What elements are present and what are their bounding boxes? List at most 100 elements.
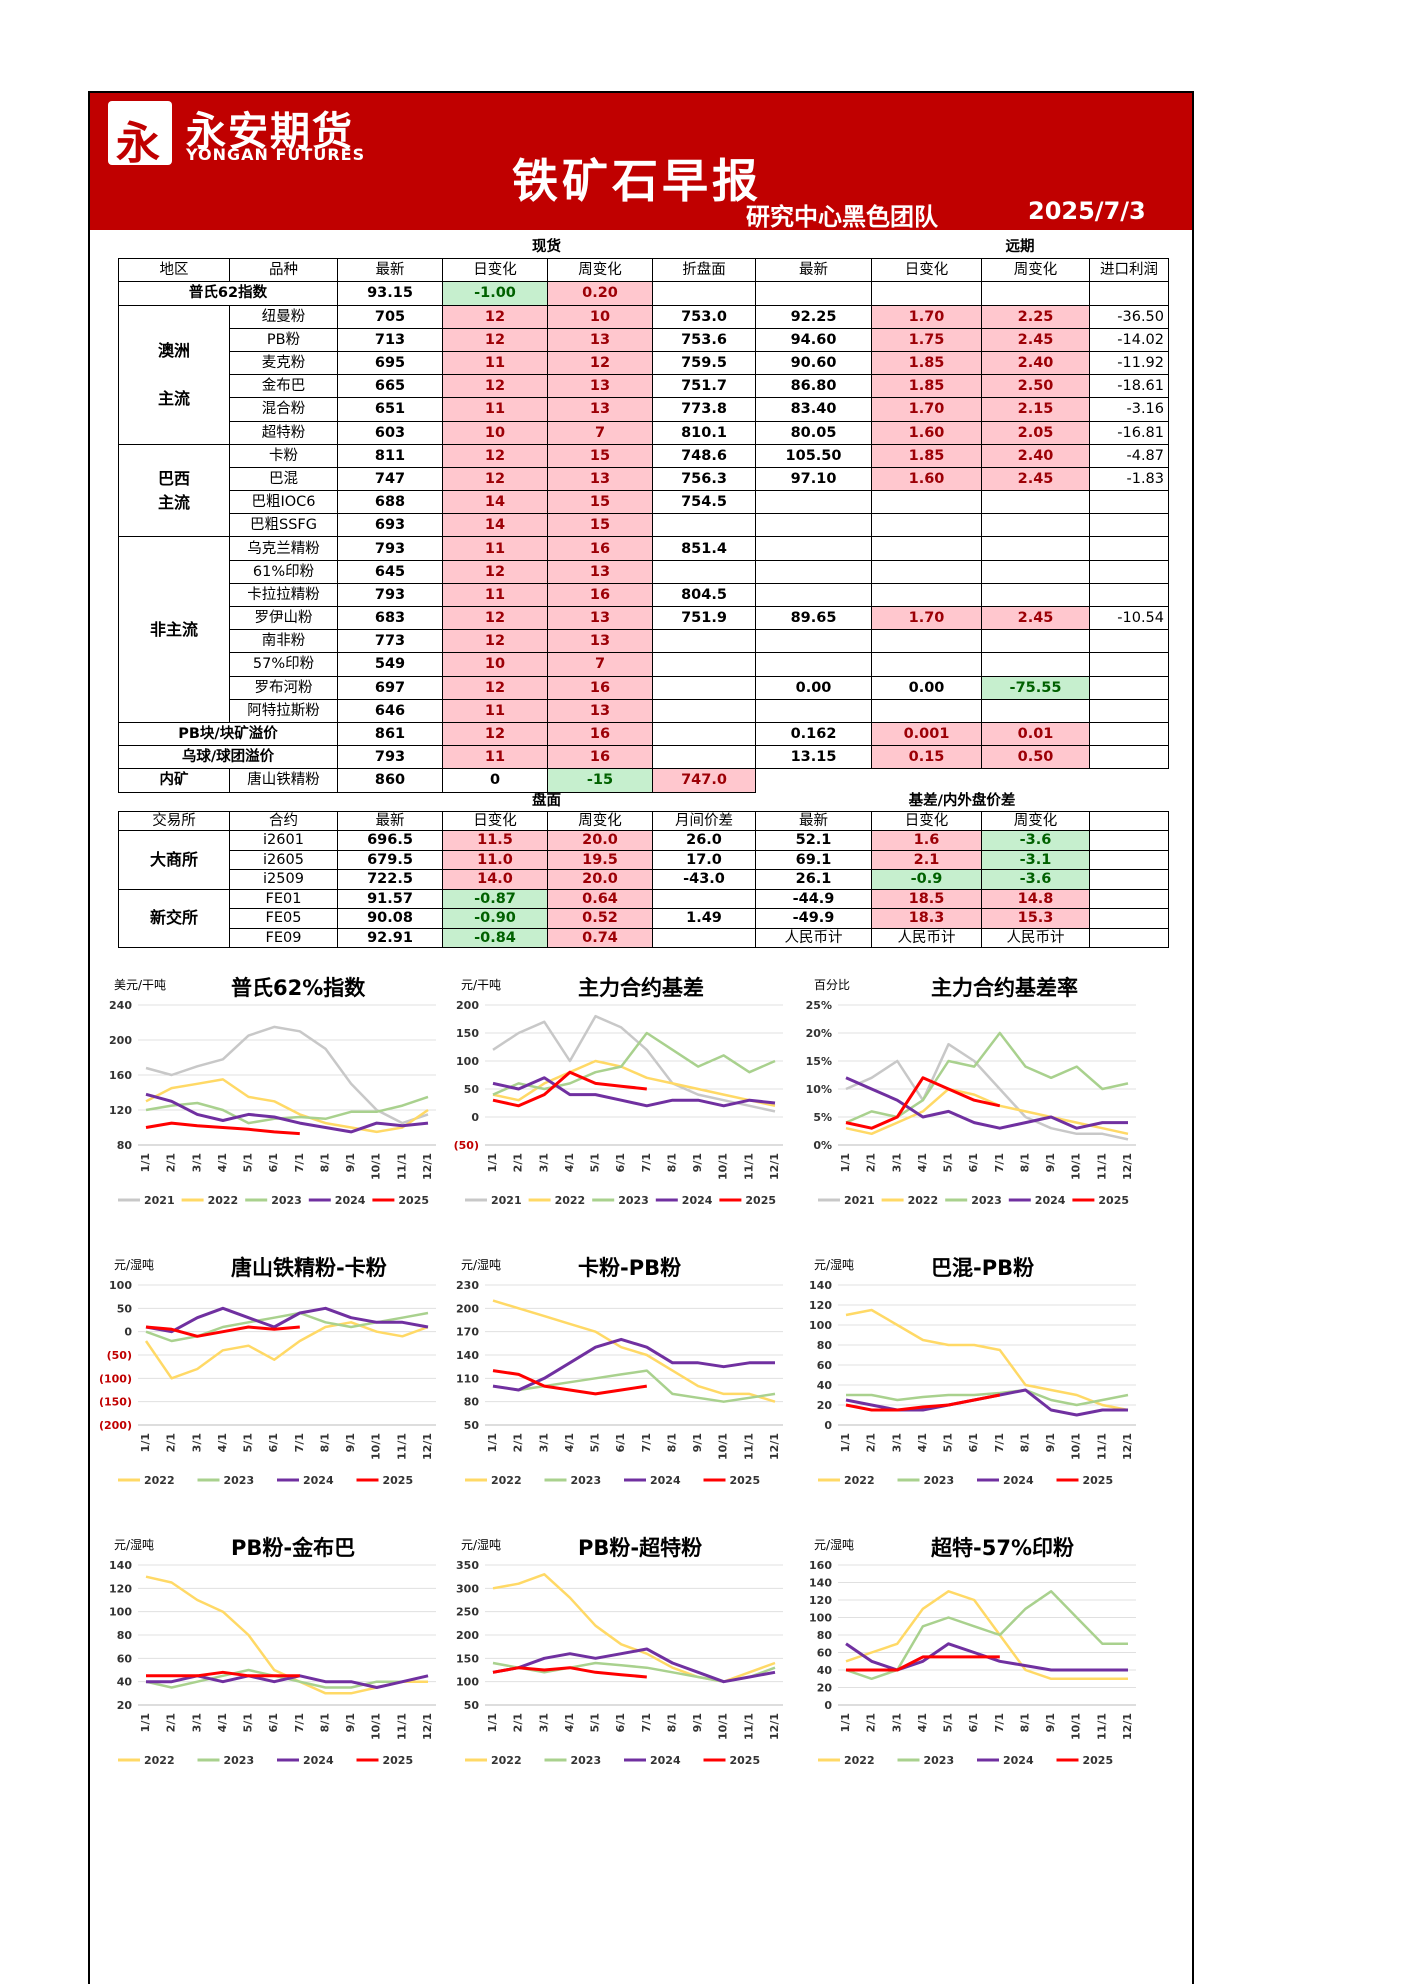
- x-tick-label: 5/1: [242, 1713, 255, 1732]
- table-cell: [871, 513, 982, 538]
- y-tick-label: 140: [809, 1279, 832, 1292]
- x-tick-label: 11/1: [395, 1153, 408, 1180]
- x-tick-label: 5/1: [942, 1433, 955, 1452]
- y-tick-label: 60: [817, 1359, 833, 1372]
- table-row: i2605 679.5 11.0 19.5 17.0 69.1 2.1 -3.1: [119, 849, 1170, 870]
- y-tick-label: 80: [117, 1629, 133, 1642]
- x-tick-label: 8/1: [318, 1713, 331, 1732]
- column-header: 地区: [118, 258, 230, 283]
- x-tick-label: 5/1: [942, 1153, 955, 1172]
- x-tick-label: 4/1: [216, 1153, 229, 1172]
- column-header: 最新: [755, 258, 872, 283]
- product-name: 阿特拉斯粉: [229, 698, 338, 723]
- table-cell: [1088, 652, 1170, 677]
- table-cell: [1088, 745, 1170, 770]
- x-tick-label: 9/1: [1044, 1713, 1057, 1732]
- table-cell: 683: [337, 605, 443, 631]
- table-cell: -4.87: [1088, 443, 1170, 468]
- table-cell: 1.85: [871, 374, 982, 399]
- x-tick-label: 7/1: [640, 1433, 653, 1452]
- x-tick-label: 7/1: [993, 1433, 1006, 1452]
- y-tick-label: 100: [456, 1055, 479, 1068]
- legend-label: 2024: [650, 1754, 681, 1767]
- table-cell: [652, 721, 756, 747]
- exchange-label: 新交所: [118, 888, 230, 948]
- table-cell: [981, 559, 1090, 584]
- table-cell: 773: [337, 629, 443, 654]
- series-line-2022: [845, 1590, 1128, 1681]
- x-tick-label: 3/1: [890, 1153, 903, 1172]
- table-cell: -11.92: [1088, 350, 1170, 376]
- table-cell: -14.02: [1088, 327, 1170, 352]
- table-cell: 13: [547, 397, 653, 422]
- y-tick-label: (150): [99, 1396, 132, 1409]
- table-cell: 1.60: [871, 466, 982, 492]
- table-cell: [119, 236, 338, 259]
- chart-svg: 350 300 250 200 150 100 50 1/1 2/1 3/1 4/1 5/1 6/1 7/…: [456, 1559, 783, 1767]
- table-cell: 804.5: [652, 582, 756, 608]
- column-header: 日变化: [442, 258, 548, 283]
- table-cell: 10: [442, 652, 548, 677]
- table-cell: [652, 559, 756, 584]
- x-tick-label: 4/1: [916, 1433, 929, 1452]
- table-cell: 92.25: [755, 304, 872, 329]
- table-row: 阿特拉斯粉 646 11 13: [119, 698, 1170, 723]
- table-cell: 2.50: [981, 374, 1090, 399]
- table-cell: 2.40: [981, 350, 1090, 376]
- x-tick-label: 9/1: [691, 1433, 704, 1452]
- report-date: 2025/7/3: [1028, 197, 1146, 225]
- y-tick-label: 150: [456, 1027, 479, 1040]
- legend-label: 2023: [971, 1194, 1002, 1207]
- table-cell: 2.45: [981, 327, 1090, 352]
- legend-label: 2025: [1098, 1194, 1129, 1207]
- table-cell: 679.5: [337, 849, 443, 870]
- table-cell: 1.85: [871, 443, 982, 468]
- legend-label: 2024: [303, 1754, 334, 1767]
- table-cell: [871, 490, 982, 515]
- x-tick-label: 10/1: [717, 1153, 730, 1180]
- table-cell: 26.0: [652, 830, 756, 851]
- table-cell: -3.6: [981, 830, 1090, 851]
- table-row: 61%印粉 645 12 13: [119, 559, 1170, 584]
- table-cell: 19.5: [547, 849, 653, 870]
- table-cell: [871, 629, 982, 654]
- table-cell: 11: [442, 397, 548, 422]
- y-tick-label: (50): [454, 1139, 479, 1152]
- x-tick-label: 1/1: [839, 1713, 852, 1732]
- table-cell: 0.00: [755, 675, 872, 700]
- table-cell: 15: [547, 490, 653, 515]
- domestic-row: 内矿 唐山铁精粉 860 0 -15 747.0: [118, 768, 1169, 793]
- x-tick-label: 12/1: [768, 1713, 781, 1740]
- table-cell: [1088, 675, 1170, 700]
- x-tick-label: 10/1: [717, 1713, 730, 1740]
- table-cell: 1.60: [871, 420, 982, 445]
- x-tick-label: 9/1: [1044, 1153, 1057, 1172]
- series-line-2025: [146, 1670, 300, 1678]
- table-cell: [981, 698, 1090, 723]
- x-tick-label: 10/1: [370, 1153, 383, 1180]
- table-row: 57%印粉 549 10 7: [119, 652, 1170, 677]
- legend-label: 2025: [1083, 1474, 1114, 1487]
- table-cell: 12: [442, 327, 548, 352]
- table-cell: 751.7: [652, 374, 756, 399]
- table-cell: 722.5: [337, 869, 443, 890]
- x-tick-label: 1/1: [139, 1153, 152, 1172]
- x-tick-label: 2/1: [865, 1153, 878, 1172]
- x-tick-label: 9/1: [691, 1153, 704, 1172]
- table-row: 混合粉 651 11 13 773.8 83.40 1.70 2.15 -3.16: [119, 397, 1170, 422]
- y-tick-label: 20: [817, 1399, 833, 1412]
- table-cell: [1090, 769, 1169, 792]
- table-cell: [652, 927, 756, 948]
- table-cell: 11: [442, 350, 548, 376]
- table-cell: 2.1: [871, 849, 982, 870]
- table-cell: 83.40: [755, 397, 872, 422]
- legend-label: 2021: [491, 1194, 522, 1207]
- table-cell: [652, 745, 756, 770]
- y-tick-label: 200: [456, 999, 479, 1012]
- column-header: 日变化: [871, 258, 982, 283]
- chart-title: 主力合约基差: [578, 976, 704, 1000]
- chart-title: PB粉-金布巴: [231, 1536, 356, 1560]
- legend-label: 2025: [730, 1474, 761, 1487]
- x-tick-label: 6/1: [967, 1153, 980, 1172]
- x-tick-label: 11/1: [1095, 1153, 1108, 1180]
